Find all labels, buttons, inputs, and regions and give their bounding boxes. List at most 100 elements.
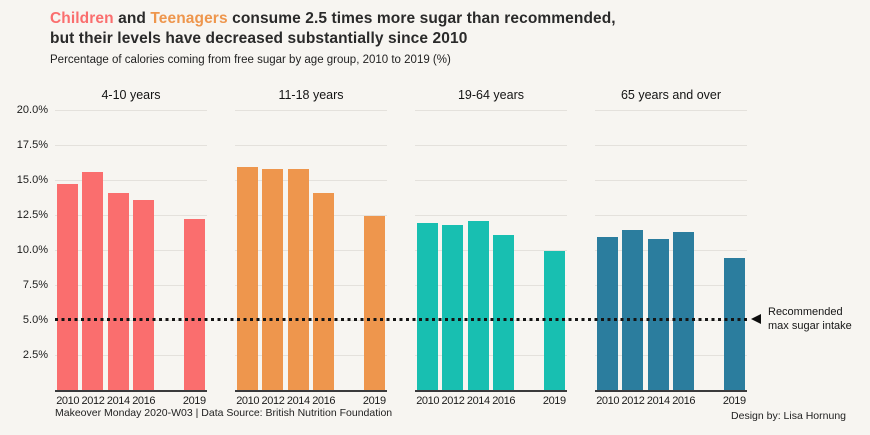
bar bbox=[82, 171, 104, 390]
bar bbox=[287, 168, 309, 390]
x-tick-label: 2019 bbox=[182, 395, 206, 407]
bar-slot bbox=[260, 168, 285, 390]
reference-annotation: Recommended max sugar intake bbox=[768, 305, 852, 333]
gridline bbox=[415, 180, 567, 181]
bar bbox=[237, 167, 259, 390]
x-axis-labels: 2010 2012 2014 2016 2019 bbox=[55, 395, 207, 409]
x-tick-label: 2016 bbox=[492, 395, 516, 407]
x-tick-label: 2014 bbox=[286, 395, 310, 407]
gridline bbox=[55, 110, 207, 111]
title-line2: but their levels have decreased substant… bbox=[50, 29, 468, 47]
annotation-line2: max sugar intake bbox=[768, 320, 852, 332]
y-tick-label: 20.0% bbox=[16, 104, 48, 116]
bar bbox=[467, 220, 489, 390]
bar-slot bbox=[491, 234, 516, 390]
bar bbox=[262, 168, 284, 390]
gridline bbox=[595, 285, 747, 286]
y-tick-label: 12.5% bbox=[16, 209, 48, 221]
x-tick-label: 2012 bbox=[81, 395, 105, 407]
chart-title: Children and Teenagers consume 2.5 times… bbox=[50, 9, 616, 48]
y-tick-label: 2.5% bbox=[22, 349, 48, 361]
bar-slot bbox=[311, 192, 336, 390]
panel-title: 19-64 years bbox=[457, 88, 524, 102]
bar bbox=[417, 223, 439, 390]
x-tick-label: 2014 bbox=[466, 395, 490, 407]
annotation-line1: Recommended bbox=[768, 306, 843, 318]
arrow-left-icon bbox=[751, 314, 761, 324]
bar-slot bbox=[595, 237, 620, 390]
gridline bbox=[55, 285, 207, 286]
gridline bbox=[235, 180, 387, 181]
gridline bbox=[235, 110, 387, 111]
panels-container: 4-10 years 2010 2012 2014 2016 2019 11-18 year… bbox=[55, 88, 747, 409]
bar-group bbox=[235, 110, 387, 390]
y-tick-label: 17.5% bbox=[16, 139, 48, 151]
bar-slot bbox=[440, 224, 465, 390]
y-tick-label: 7.5% bbox=[22, 279, 48, 291]
gridline bbox=[415, 145, 567, 146]
gridline bbox=[235, 285, 387, 286]
panel: 19-64 years 2010 2012 2014 2016 2019 bbox=[415, 88, 567, 409]
bar bbox=[723, 258, 745, 390]
gridline bbox=[415, 110, 567, 111]
title-teenagers: Teenagers bbox=[150, 10, 228, 27]
x-tick-label: 2014 bbox=[646, 395, 670, 407]
x-tick-label: 2016 bbox=[312, 395, 336, 407]
panel: 4-10 years 2010 2012 2014 2016 2019 bbox=[55, 88, 207, 409]
bar bbox=[673, 231, 695, 390]
x-tick-label: 2010 bbox=[56, 395, 80, 407]
x-tick-label: 2019 bbox=[362, 395, 386, 407]
gridline bbox=[595, 215, 747, 216]
x-tick-label: 2010 bbox=[236, 395, 260, 407]
gridline bbox=[235, 145, 387, 146]
bar-group bbox=[415, 110, 567, 390]
panel-plot bbox=[235, 110, 387, 392]
gridline bbox=[415, 250, 567, 251]
gridline bbox=[415, 355, 567, 356]
panel-title: 11-18 years bbox=[278, 88, 344, 102]
bar bbox=[597, 237, 619, 390]
recommended-intake-line bbox=[55, 318, 749, 321]
bar-slot bbox=[286, 168, 311, 390]
y-tick-label: 5.0% bbox=[22, 314, 48, 326]
gridline bbox=[595, 250, 747, 251]
x-axis-labels: 2010 2012 2014 2016 2019 bbox=[595, 395, 747, 409]
x-tick-label: 2010 bbox=[416, 395, 440, 407]
x-tick-spacer bbox=[696, 395, 721, 409]
title-and: and bbox=[118, 10, 146, 27]
chart-subtitle: Percentage of calories coming from free … bbox=[50, 54, 451, 66]
bar bbox=[107, 192, 129, 390]
x-tick-label: 2012 bbox=[621, 395, 645, 407]
x-axis-labels: 2010 2012 2014 2016 2019 bbox=[235, 395, 387, 409]
x-tick-label: 2012 bbox=[261, 395, 285, 407]
bar bbox=[363, 216, 385, 390]
bar-slot bbox=[620, 230, 645, 390]
bar bbox=[622, 230, 644, 390]
x-tick-label: 2016 bbox=[132, 395, 156, 407]
panel-plot bbox=[415, 110, 567, 392]
gridline bbox=[235, 250, 387, 251]
bar-slot bbox=[415, 223, 440, 390]
gridline bbox=[595, 145, 747, 146]
gridline bbox=[595, 355, 747, 356]
panel-title: 4-10 years bbox=[101, 88, 161, 102]
gridline bbox=[55, 180, 207, 181]
title-rest: consume 2.5 times more sugar than recomm… bbox=[232, 10, 616, 27]
bar-slot bbox=[80, 171, 105, 390]
bar bbox=[493, 234, 515, 390]
x-axis-labels: 2010 2012 2014 2016 2019 bbox=[415, 395, 567, 409]
panel: 65 years and over 2010 2012 2014 2016 2019 bbox=[595, 88, 747, 409]
gridline bbox=[415, 215, 567, 216]
panel-plot bbox=[55, 110, 207, 392]
bar-slot bbox=[131, 199, 156, 390]
gridline bbox=[235, 215, 387, 216]
bar-slot bbox=[671, 231, 696, 390]
x-tick-label: 2019 bbox=[722, 395, 746, 407]
x-tick-label: 2010 bbox=[596, 395, 620, 407]
x-tick-spacer bbox=[516, 395, 541, 409]
x-tick-label: 2016 bbox=[672, 395, 696, 407]
bar bbox=[313, 192, 335, 390]
bar-slot bbox=[722, 258, 747, 390]
gridline bbox=[55, 355, 207, 356]
